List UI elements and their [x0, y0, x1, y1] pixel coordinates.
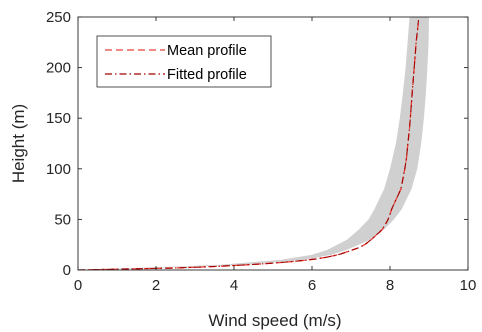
plot-frame [77, 16, 469, 271]
x-axis-label: Wind speed (m/s) [208, 311, 341, 330]
x-tick-label: 8 [386, 277, 394, 294]
y-tick-label: 200 [46, 60, 71, 77]
x-tick-label: 4 [230, 277, 238, 294]
y-tick-label: 100 [46, 161, 71, 178]
legend: Mean profile Fitted profile [96, 35, 272, 88]
x-tick-label: 0 [74, 277, 82, 294]
legend-label: Mean profile [167, 43, 247, 59]
x-tick-label: 2 [152, 277, 160, 294]
y-axis-label: Height (m) [9, 104, 28, 183]
legend-box [96, 35, 272, 88]
series-layer [78, 19, 420, 270]
legend-label: Fitted profile [167, 67, 247, 83]
fitted-profile-line [78, 19, 420, 270]
y-tick-label: 50 [54, 211, 71, 228]
y-tick-label: 150 [46, 110, 71, 127]
y-tick-label: 0 [63, 262, 71, 279]
x-tick-label: 10 [460, 277, 477, 294]
x-tick-label: 6 [308, 277, 316, 294]
y-tick-label: 250 [46, 9, 71, 26]
